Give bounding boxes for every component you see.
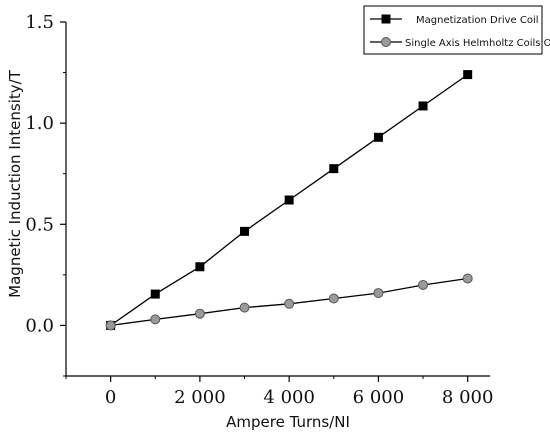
data-point (463, 70, 473, 80)
legend-items: Magnetization Drive Coil Single Axis Helm… (370, 14, 550, 49)
data-point (329, 164, 339, 174)
data-point (150, 314, 161, 325)
y-tick-label: 1.5 (25, 12, 54, 33)
data-point (284, 298, 295, 309)
data-point (462, 273, 473, 284)
legend-marker (381, 14, 391, 24)
x-tick-label: 2 000 (174, 387, 226, 408)
y-axis-title: Magnetic Induction Intensity/T (6, 69, 24, 298)
legend-label: Magnetization Drive Coil (416, 15, 539, 26)
x-tick-label: 4 000 (263, 387, 315, 408)
data-point (239, 302, 250, 313)
plot-axes (65, 22, 490, 377)
series-layer (105, 70, 473, 331)
legend-marker (381, 37, 391, 47)
data-point (418, 101, 428, 111)
axis-tick-labels: 0.0 0.5 1.0 1.5 0 2 000 4 000 6 000 8 000 (25, 12, 493, 408)
legend-box (363, 5, 543, 55)
x-tick-label: 8 000 (442, 387, 494, 408)
y-tick-label: 0.5 (25, 214, 54, 235)
legend: Magnetization Drive Coil Single Axis Helm… (363, 5, 550, 55)
x-tick-label: 0 (105, 387, 116, 408)
data-point (240, 226, 250, 236)
data-point (373, 288, 384, 299)
legend-label: Single Axis Helmholtz Coils Only (405, 38, 550, 49)
y-tick-label: 0.0 (25, 315, 54, 336)
legend-item: Magnetization Drive Coil (370, 14, 539, 26)
data-point (418, 279, 429, 290)
data-point (328, 293, 339, 304)
data-point (105, 320, 116, 331)
data-point (284, 195, 294, 205)
x-tick-label: 6 000 (353, 387, 405, 408)
legend-item: Single Axis Helmholtz Coils Only (370, 37, 550, 49)
data-point (373, 132, 383, 142)
data-point (195, 262, 205, 272)
series-2 (105, 273, 473, 331)
y-tick-label: 1.0 (25, 113, 54, 134)
data-point (150, 289, 160, 299)
x-axis-title: Ampere Turns/NI (226, 413, 350, 431)
series-1 (106, 70, 473, 330)
axis-ticks (60, 21, 469, 382)
data-point (194, 308, 205, 319)
